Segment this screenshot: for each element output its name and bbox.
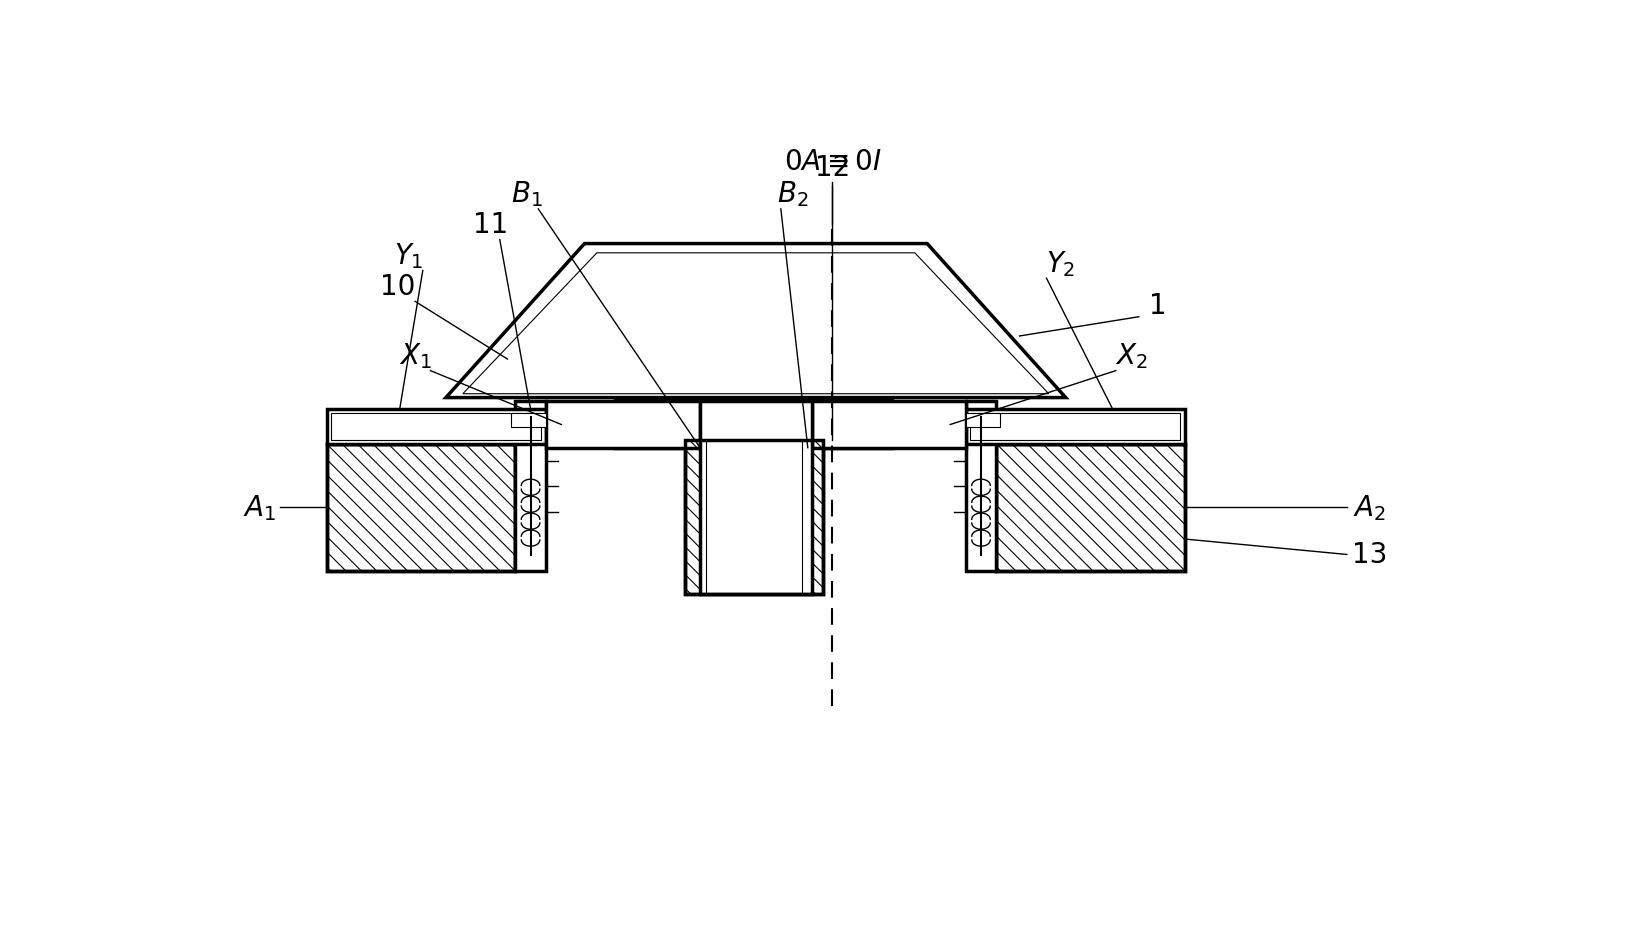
Bar	[996, 444, 1185, 571]
Text: 12: 12	[814, 153, 850, 182]
Bar	[965, 410, 1185, 444]
Bar	[684, 440, 824, 594]
Text: $0A\equiv 0I$: $0A\equiv 0I$	[783, 148, 881, 176]
Bar	[700, 398, 811, 510]
Bar	[965, 402, 996, 571]
Text: $A_1$: $A_1$	[244, 493, 276, 523]
Bar	[684, 440, 824, 594]
Bar	[700, 402, 811, 594]
Text: 10: 10	[380, 273, 416, 300]
Bar	[965, 413, 1001, 427]
Bar	[327, 410, 546, 444]
Polygon shape	[463, 254, 1048, 394]
Bar	[546, 402, 700, 448]
Text: $B_2$: $B_2$	[777, 180, 808, 210]
Text: 11: 11	[473, 211, 509, 239]
Text: $A_2$: $A_2$	[1354, 493, 1386, 523]
Text: $Y_1$: $Y_1$	[395, 241, 424, 271]
Text: $X_1$: $X_1$	[398, 341, 432, 371]
Bar	[512, 413, 546, 427]
Bar	[515, 402, 546, 571]
Bar	[332, 413, 541, 440]
Bar	[970, 413, 1180, 440]
Text: $B_1$: $B_1$	[510, 180, 543, 210]
Bar	[684, 440, 824, 594]
Bar	[327, 444, 515, 571]
Bar	[996, 444, 1185, 571]
Bar	[616, 398, 892, 448]
Text: $Y_2$: $Y_2$	[1045, 248, 1076, 278]
Text: 1: 1	[1149, 292, 1167, 320]
Text: 13: 13	[1352, 540, 1388, 569]
Text: $X_2$: $X_2$	[1115, 341, 1147, 371]
Polygon shape	[445, 245, 1066, 398]
Bar	[811, 402, 965, 448]
Bar	[327, 444, 515, 571]
